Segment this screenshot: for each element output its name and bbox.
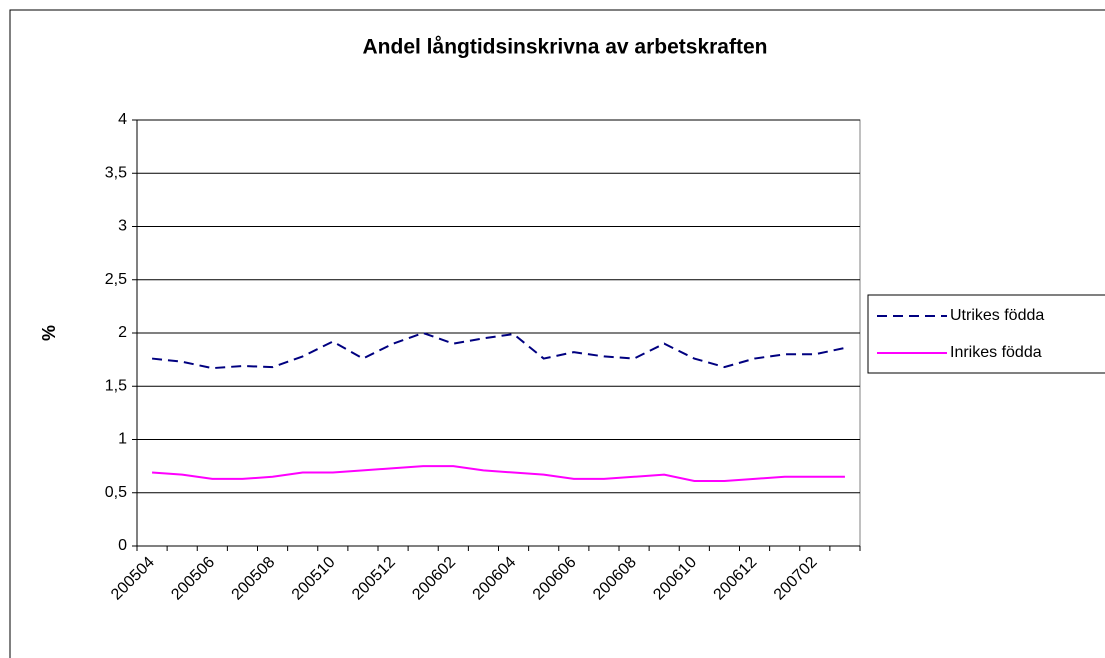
y-tick-label: 3,5 bbox=[105, 164, 127, 181]
y-tick-label: 4 bbox=[118, 111, 127, 128]
y-tick-label: 3 bbox=[118, 218, 127, 235]
y-tick-label: 1 bbox=[118, 431, 127, 448]
legend-label: Utrikes födda bbox=[950, 307, 1044, 324]
series-line bbox=[151, 465, 845, 483]
series-line bbox=[151, 331, 846, 370]
y-tick-label: 2 bbox=[118, 324, 127, 341]
y-tick-label: 0,5 bbox=[105, 484, 127, 501]
y-tick-label: 2,5 bbox=[105, 271, 127, 288]
y-tick-label: 1,5 bbox=[105, 377, 127, 394]
y-axis-label: % bbox=[39, 325, 59, 341]
chart-title: Andel långtidsinskrivna av arbetskraften bbox=[363, 36, 768, 59]
legend-label: Inrikes födda bbox=[950, 344, 1042, 361]
legend-box bbox=[867, 294, 1105, 374]
y-tick-label: 0 bbox=[118, 537, 127, 554]
